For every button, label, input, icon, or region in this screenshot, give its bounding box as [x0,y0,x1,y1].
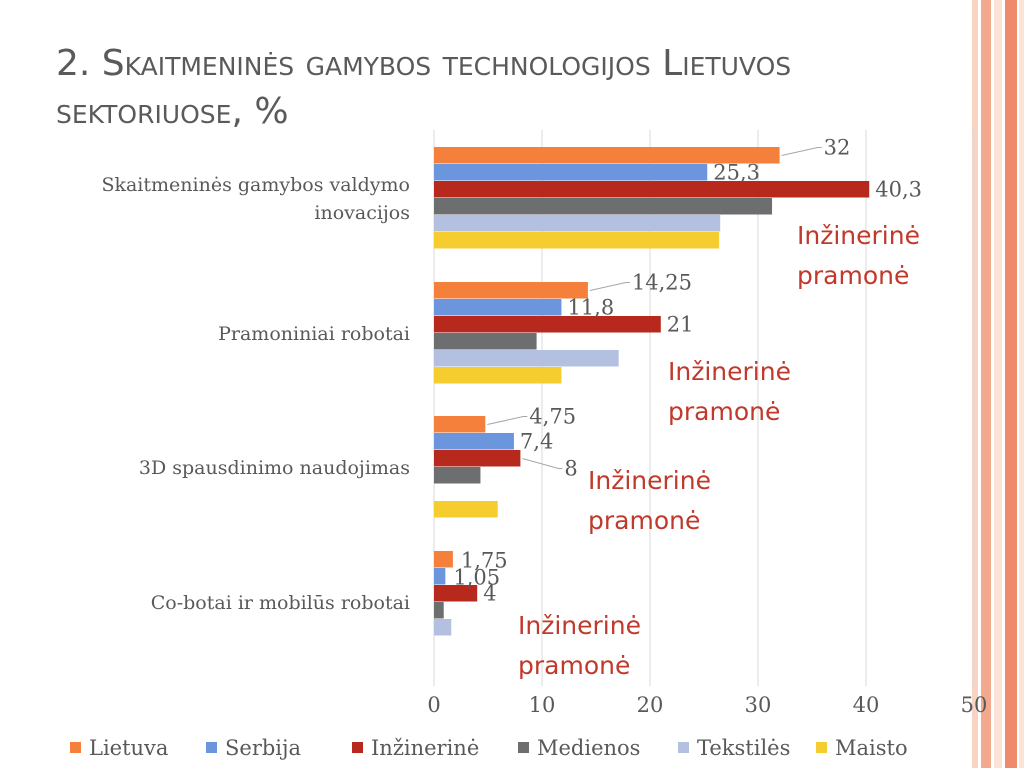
bar [434,299,562,316]
legend-label: Inžinerinė [371,736,480,760]
legend-item: Inžinerinė [352,736,479,760]
data-label-leader [487,416,528,425]
annotation-label: Inžinerinė [588,466,711,495]
legend-item: Lietuva [70,736,168,760]
bar-chart: 0 10 20 30 40 50 Skaitmeninės gamybos valdymo i… [101,130,988,717]
bar [434,568,446,585]
annotation-label: Inžinerinė [668,357,791,386]
bar [434,619,452,636]
legend-item: Medienos [518,736,640,760]
legend-swatch [678,742,689,753]
data-label: 40,3 [875,178,922,202]
category-label: inovacijos [314,202,410,224]
legend-label: Medienos [537,736,641,760]
bar [434,467,481,484]
data-label-leader [781,147,822,156]
data-label: 1,75 [461,549,508,573]
x-tick-label: 50 [961,693,988,717]
x-tick-label: 10 [529,693,556,717]
annotation-label: pramonė [518,651,630,680]
bar [434,585,478,602]
category-label: Co-botai ir mobilūs robotai [151,592,410,614]
bar [434,450,521,467]
legend-swatch [518,742,529,753]
data-label: 11,8 [567,296,614,320]
x-tick-label: 0 [427,693,440,717]
legend-item: Tekstilės [678,736,790,760]
annotation-label: pramonė [588,506,700,535]
annotation-label: Inžinerinė [797,221,920,250]
bar [434,198,773,215]
legend-swatch [70,742,81,753]
data-label: 14,25 [632,271,692,295]
data-label: 1,05 [453,566,500,590]
data-label: 21 [667,313,694,337]
legend-item: Maisto [816,736,908,760]
category-label: Pramoniniai robotai [218,323,410,345]
bar [434,433,514,450]
bar [434,316,661,333]
data-label: 8 [564,457,577,481]
data-label: 7,4 [520,430,553,454]
legend-label: Lietuva [89,736,169,760]
data-label: 4 [483,582,496,606]
bar [434,551,453,568]
legend-item: Serbija [206,736,301,760]
x-tick-label: 20 [637,693,664,717]
bar [434,367,562,384]
category-label: Skaitmeninės gamybos valdymo [101,174,410,196]
data-label-leader [589,282,630,291]
slide-title: 2. Skaitmeninės gamybos technologijos Li… [56,40,956,136]
legend-swatch [206,742,217,753]
chart-legend: Lietuva Serbija Inžinerinė Medienos Tekstilė… [70,736,940,760]
bar [434,602,444,619]
legend-label: Tekstilės [697,736,791,760]
bar [434,350,619,367]
x-tick-label: 30 [745,693,772,717]
bar [434,181,870,198]
bar [434,416,486,433]
category-label: 3D spausdinimo naudojimas [139,457,410,479]
bar [434,333,537,350]
data-label: 4,75 [529,405,576,429]
slide-title-line-2: sektoriuose, % [56,91,289,132]
legend-label: Serbija [225,736,302,760]
data-label: 32 [824,136,851,160]
data-label-leader [522,458,563,469]
slide-title-line-1: 2. Skaitmeninės gamybos technologijos Li… [56,43,792,84]
annotation-label: pramonė [668,397,780,426]
bar [434,282,588,299]
bar [434,164,708,181]
legend-swatch [352,742,363,753]
legend-label: Maisto [835,736,908,760]
annotation-label: Inžinerinė [518,611,641,640]
data-label: 25,3 [713,161,760,185]
bar [434,232,720,249]
bar [434,147,780,164]
x-tick-label: 40 [853,693,880,717]
annotation-label: pramonė [797,261,909,290]
decorative-stripes [972,0,1024,768]
legend-swatch [816,742,827,753]
bar [434,215,721,232]
bar [434,501,498,518]
